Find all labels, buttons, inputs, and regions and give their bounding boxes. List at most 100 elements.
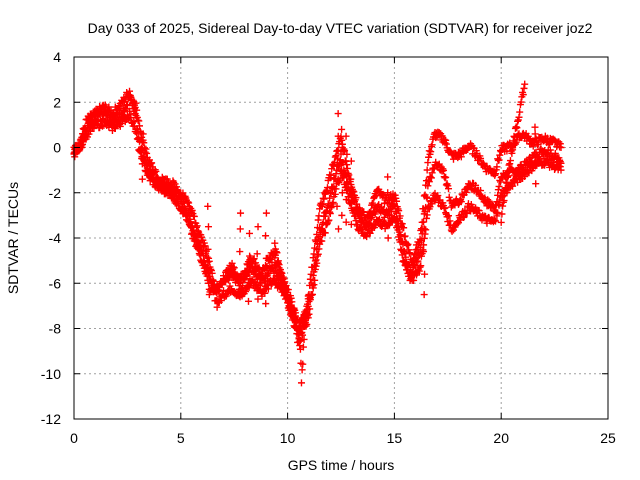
data-point: [303, 309, 311, 317]
data-point: [475, 207, 483, 215]
spike-point: [204, 202, 212, 210]
data-point: [140, 160, 148, 168]
data-point: [343, 161, 351, 169]
data-point: [416, 235, 424, 243]
data-point: [352, 194, 360, 202]
spike-point: [338, 166, 346, 174]
x-tick-label: 25: [600, 430, 616, 446]
spike-point: [347, 175, 355, 183]
data-point: [428, 169, 436, 177]
data-point: [385, 220, 393, 228]
data-point: [117, 102, 125, 110]
data-point: [128, 95, 136, 103]
data-point: [485, 197, 493, 205]
data-point: [369, 201, 377, 209]
spike-point: [531, 123, 539, 131]
data-point: [332, 152, 340, 160]
data-point: [170, 178, 178, 186]
spike-point: [343, 173, 351, 181]
data-point: [331, 158, 339, 166]
data-point: [320, 195, 328, 203]
data-point: [442, 136, 450, 144]
data-point: [420, 192, 428, 200]
data-point: [442, 140, 450, 148]
data-point: [252, 266, 260, 274]
spike-point: [262, 232, 270, 240]
data-point: [506, 160, 514, 168]
data-point: [323, 184, 331, 192]
data-point: [284, 291, 292, 299]
data-point: [370, 193, 378, 201]
data-point: [395, 207, 403, 215]
y-tick-label: -10: [41, 366, 61, 382]
data-point: [105, 123, 113, 131]
data-point: [205, 279, 213, 287]
data-point: [456, 197, 464, 205]
data-point: [137, 148, 145, 156]
data-point: [239, 282, 247, 290]
data-point: [226, 282, 234, 290]
data-point: [230, 264, 238, 272]
data-point: [322, 188, 330, 196]
data-point: [351, 212, 359, 220]
data-point: [517, 98, 525, 106]
data-point: [430, 165, 438, 173]
x-tick-label: 0: [70, 430, 78, 446]
spike-point: [254, 223, 262, 231]
data-point: [227, 268, 235, 276]
data-point: [126, 107, 134, 115]
data-point: [194, 244, 202, 252]
data-point: [420, 241, 428, 249]
data-point: [134, 135, 142, 143]
data-point: [299, 360, 307, 368]
y-tick-label: -8: [49, 321, 62, 337]
data-point: [379, 190, 387, 198]
data-point: [462, 188, 470, 196]
data-point: [511, 133, 519, 141]
data-point: [140, 139, 148, 147]
spike-point: [205, 291, 213, 299]
spike-point: [384, 189, 392, 197]
spike-point: [236, 248, 244, 256]
data-point: [279, 275, 287, 283]
data-point: [514, 117, 522, 125]
data-point: [445, 212, 453, 220]
data-point: [105, 103, 113, 111]
spike-point: [420, 248, 428, 256]
data-point: [310, 281, 318, 289]
data-point: [398, 251, 406, 259]
data-point: [294, 326, 302, 334]
spike-point: [237, 270, 245, 278]
data-point: [491, 171, 499, 179]
data-point: [529, 142, 537, 150]
data-point: [424, 159, 432, 167]
data-point: [477, 154, 485, 162]
data-point: [509, 141, 517, 149]
data-point: [346, 199, 354, 207]
data-point: [186, 221, 194, 229]
data-point: [180, 198, 188, 206]
data-point: [418, 218, 426, 226]
data-point: [484, 196, 492, 204]
data-point: [502, 178, 510, 186]
spike-point: [420, 291, 428, 299]
data-point: [425, 147, 433, 155]
data-point: [442, 173, 450, 181]
data-point: [180, 205, 188, 213]
x-tick-label: 20: [493, 430, 509, 446]
data-point: [521, 80, 529, 88]
data-point: [508, 149, 516, 157]
x-tick-label: 15: [387, 430, 403, 446]
data-point: [446, 217, 454, 225]
data-point: [332, 185, 340, 193]
data-point: [362, 232, 370, 240]
data-point: [315, 212, 323, 220]
data-point: [195, 250, 203, 258]
y-tick-label: -4: [49, 230, 62, 246]
data-point: [499, 202, 507, 210]
data-point: [315, 245, 323, 253]
data-point: [133, 129, 141, 137]
data-point: [556, 140, 564, 148]
data-point: [393, 222, 401, 230]
data-point: [422, 214, 430, 222]
